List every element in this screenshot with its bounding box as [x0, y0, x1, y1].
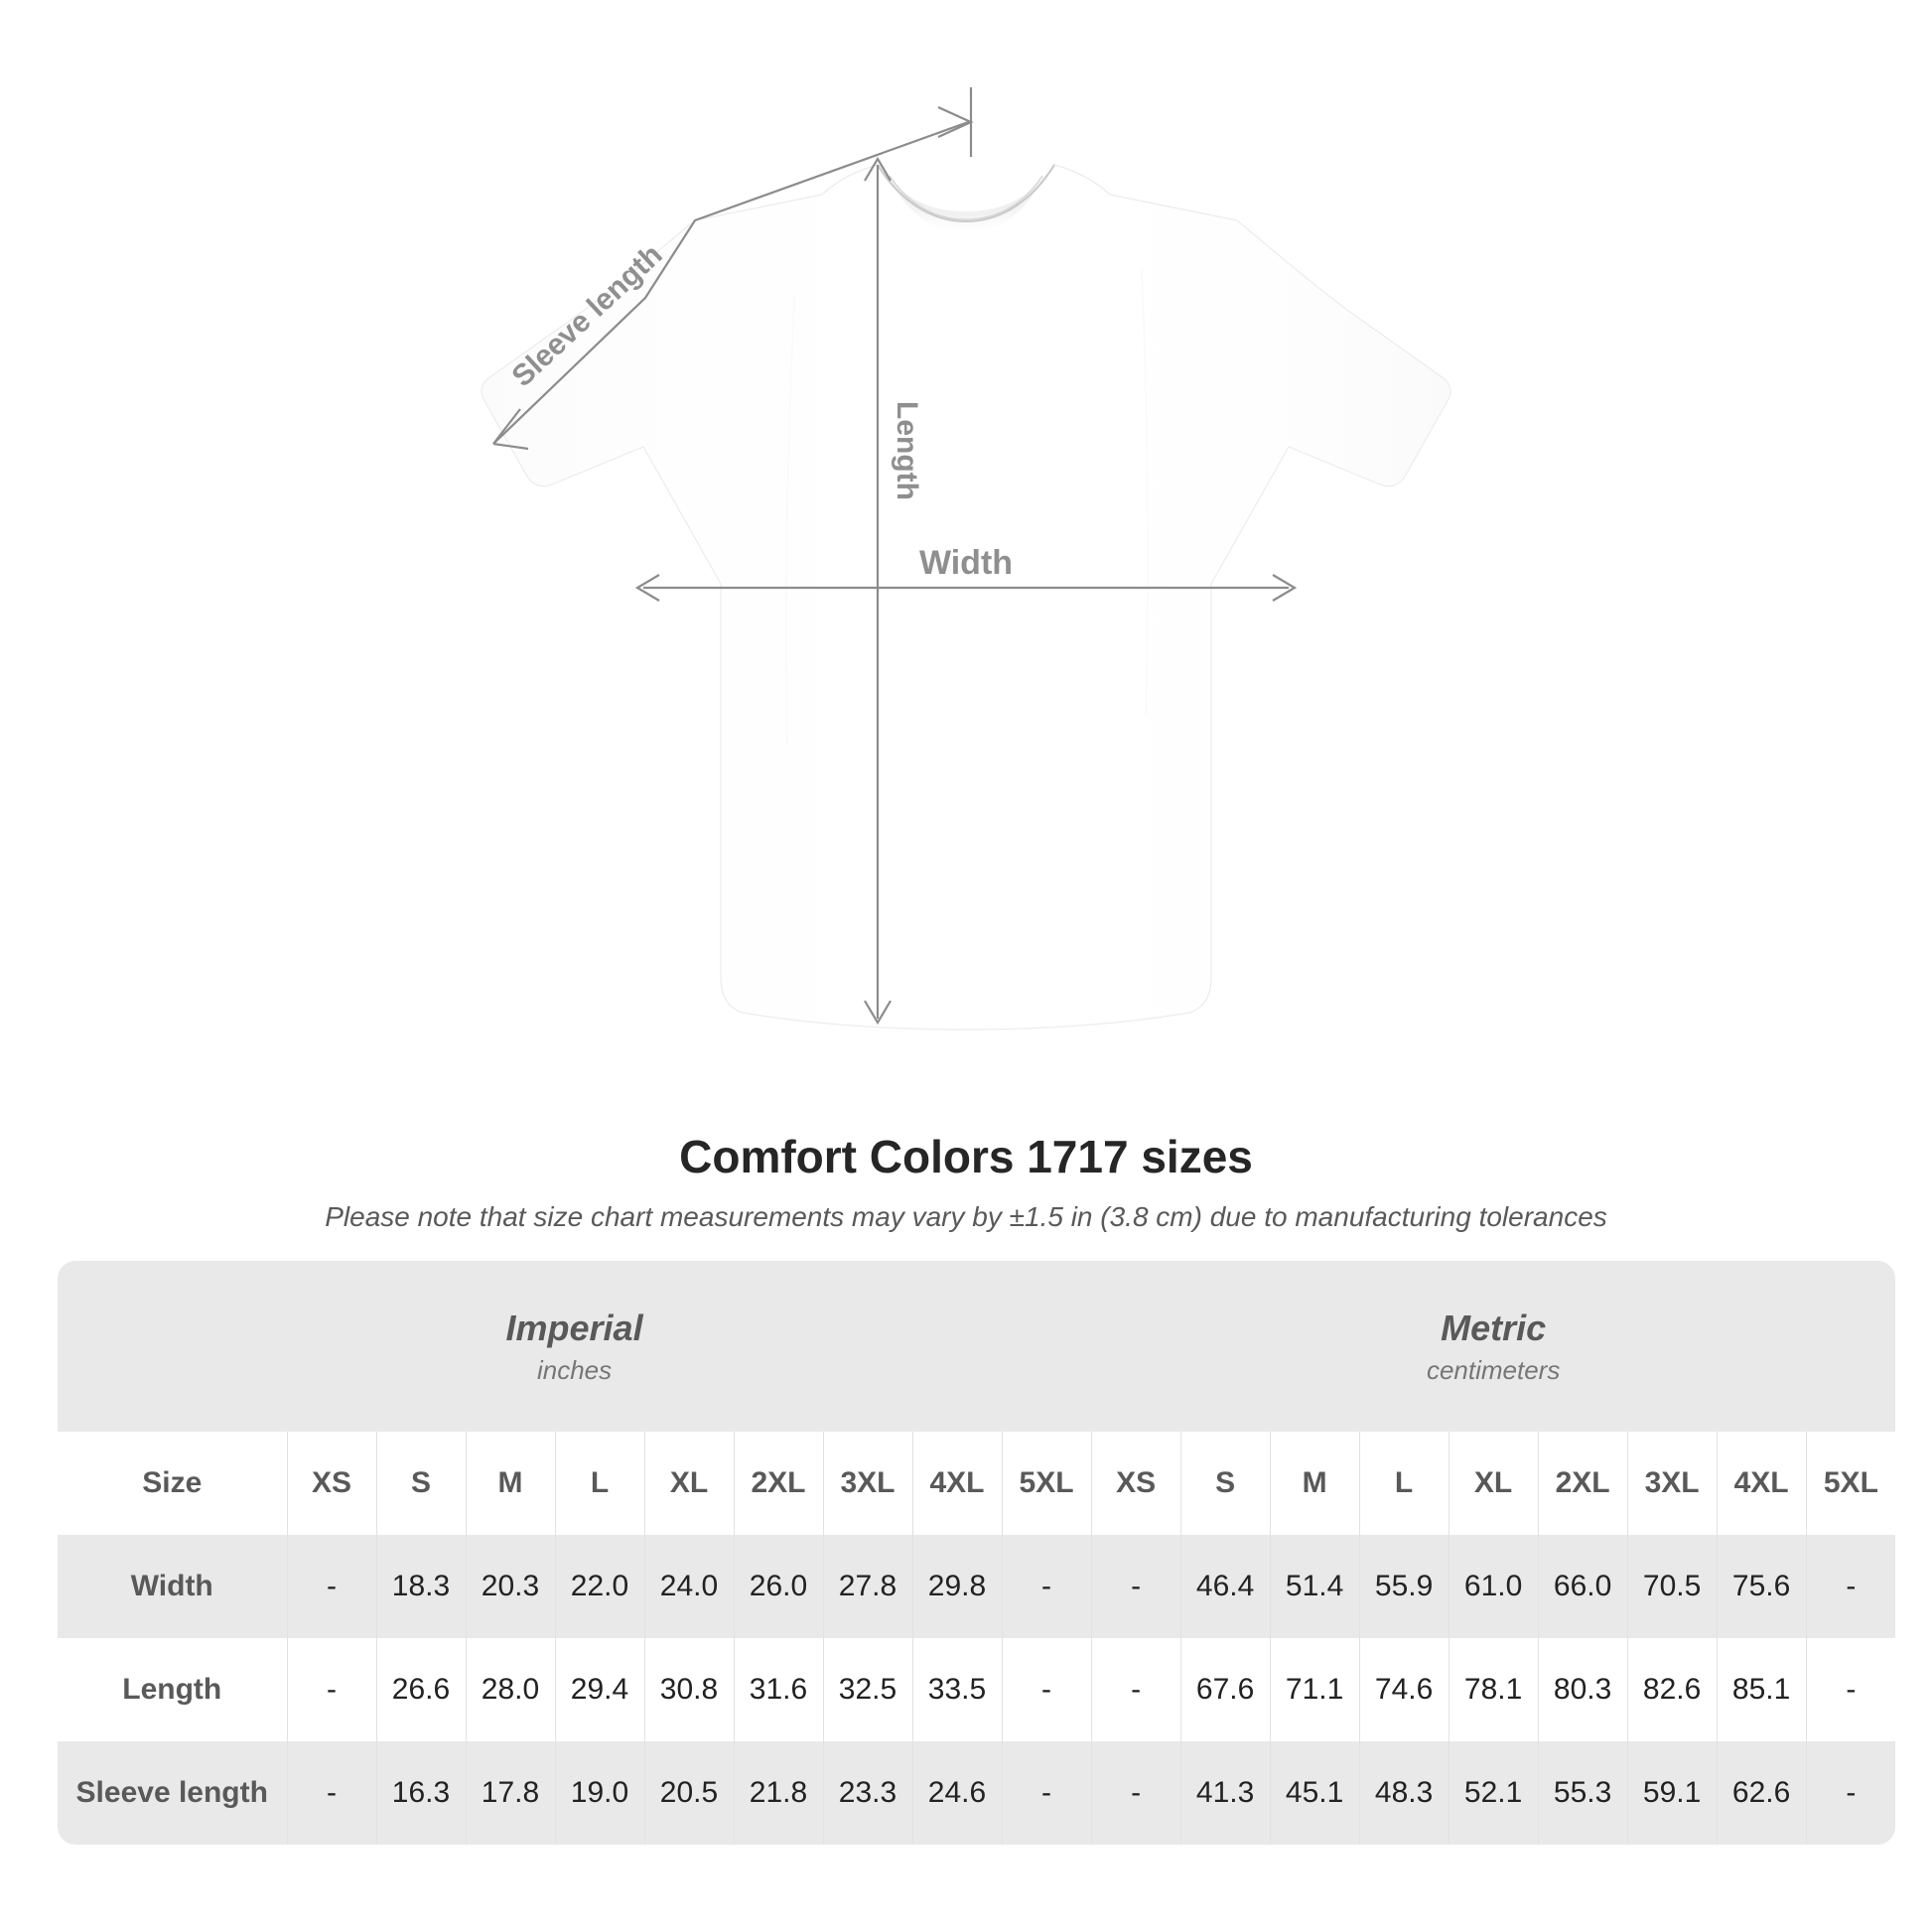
svg-text:Width: Width [919, 544, 1013, 582]
svg-text:Length: Length [891, 401, 923, 500]
